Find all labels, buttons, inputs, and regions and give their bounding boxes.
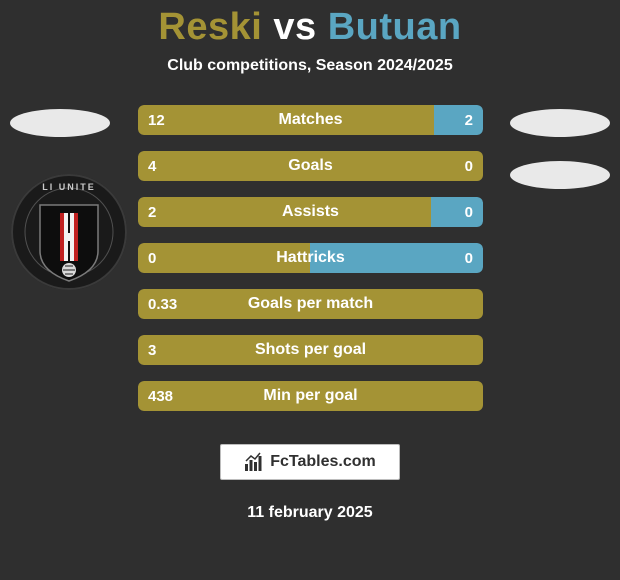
- stat-value-player2: 0: [465, 243, 473, 273]
- stat-row: Assists2 0: [138, 197, 483, 227]
- stat-value-player1: 438: [148, 381, 173, 411]
- stat-label: Hattricks: [138, 243, 483, 273]
- stat-value-player1: 3: [148, 335, 156, 365]
- subtitle: Club competitions, Season 2024/2025: [0, 57, 620, 75]
- stat-value-player1: 12: [148, 105, 165, 135]
- footer-date: 11 february 2025: [0, 504, 620, 522]
- stat-value-player2: 0: [465, 197, 473, 227]
- player1-club-crest: LI UNITE: [10, 173, 128, 291]
- svg-text:LI UNITE: LI UNITE: [42, 182, 96, 192]
- player1-flag: [10, 109, 110, 137]
- stat-row: Min per goal438: [138, 381, 483, 411]
- stat-label: Goals: [138, 151, 483, 181]
- stat-label: Goals per match: [138, 289, 483, 319]
- brand-badge: FcTables.com: [220, 444, 400, 480]
- stat-label: Shots per goal: [138, 335, 483, 365]
- player2-flag: [510, 109, 610, 137]
- stat-value-player1: 4: [148, 151, 156, 181]
- comparison-title: Reski vs Butuan: [0, 0, 620, 49]
- brand-text: FcTables.com: [270, 453, 376, 471]
- title-player2: Butuan: [328, 6, 462, 48]
- stat-value-player1: 2: [148, 197, 156, 227]
- title-player1: Reski: [158, 6, 262, 48]
- brand-chart-icon: [244, 452, 264, 472]
- stat-value-player2: 0: [465, 151, 473, 181]
- stat-label: Min per goal: [138, 381, 483, 411]
- stat-value-player1: 0.33: [148, 289, 177, 319]
- player2-club-flag: [510, 161, 610, 189]
- stat-label: Matches: [138, 105, 483, 135]
- stat-value-player1: 0: [148, 243, 156, 273]
- stat-row: Matches12 2: [138, 105, 483, 135]
- stat-value-player2: 2: [465, 105, 473, 135]
- stats-bars: Matches122Goals40Assists20Hattricks00Goa…: [138, 105, 483, 427]
- stat-row: Shots per goal3: [138, 335, 483, 365]
- stat-row: Hattricks0 0: [138, 243, 483, 273]
- stat-row: Goals per match0.33: [138, 289, 483, 319]
- title-vs: vs: [273, 6, 316, 48]
- stat-label: Assists: [138, 197, 483, 227]
- stat-row: Goals4 0: [138, 151, 483, 181]
